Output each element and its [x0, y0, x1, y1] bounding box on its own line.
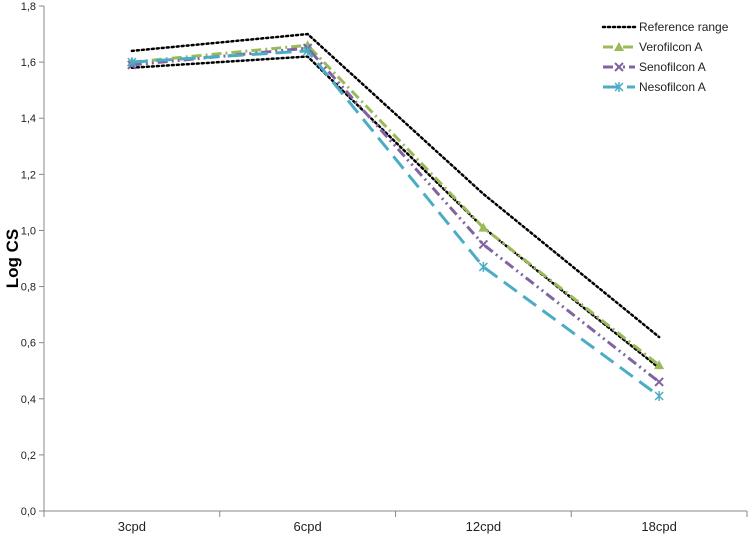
series-verofilcon-a: [126, 40, 665, 370]
plot-area: [126, 32, 665, 401]
legend: Reference range Verofilcon A Senofilcon A N…: [601, 20, 729, 94]
y-tick-label: 0,4: [21, 394, 36, 406]
reference-range-upper-line: [130, 32, 661, 339]
y-tick-label: 1,8: [21, 1, 36, 13]
x-ticks: 3cpd 6cpd 12cpd 18cpd: [43, 511, 748, 534]
x-tick-label: 12cpd: [466, 519, 501, 534]
legend-item: Senofilcon A: [603, 60, 706, 74]
data-point: [303, 45, 313, 56]
data-point: [127, 57, 137, 68]
data-point: [654, 390, 664, 401]
y-tick-label: 0,6: [21, 338, 36, 350]
data-point: [654, 360, 665, 370]
y-tick-label: 1,6: [21, 57, 36, 69]
legend-marker: [614, 82, 624, 92]
legend-label: Verofilcon A: [639, 40, 702, 54]
series-line: [131, 46, 661, 384]
data-point: [654, 377, 664, 387]
x-tick-label: 6cpd: [294, 519, 322, 534]
series-nesofilcon-a: [127, 45, 664, 401]
legend-marker: [614, 42, 624, 51]
marker-stroke: [614, 62, 624, 72]
y-tick-label: 1,4: [21, 113, 36, 125]
reference-range-lower-line: [130, 55, 661, 370]
legend-item: Verofilcon A: [603, 40, 702, 54]
legend-item: Nesofilcon A: [603, 80, 706, 94]
legend-item: Reference range: [601, 20, 729, 34]
marker-stroke: [478, 239, 489, 250]
series-line: [131, 49, 661, 398]
data-point: [478, 261, 488, 272]
y-ticks: 0,0 0,2 0,4 0,6 0,8 1,0 1,2 1,4 1,6 1,8: [21, 1, 44, 518]
series-line: [131, 43, 661, 367]
y-tick-label: 0,2: [21, 450, 36, 462]
y-tick-label: 0,8: [21, 282, 36, 294]
legend-marker: [614, 62, 624, 72]
marker-stroke: [654, 377, 664, 387]
y-axis-label: Log CS: [3, 229, 22, 289]
y-tick-label: 0,0: [21, 506, 36, 518]
series-senofilcon-a: [127, 43, 664, 387]
x-tick-label: 3cpd: [118, 519, 146, 534]
x-tick-label: 18cpd: [641, 519, 676, 534]
legend-label: Nesofilcon A: [639, 80, 706, 94]
legend-label: Reference range: [639, 20, 729, 34]
y-tick-label: 1,2: [21, 169, 36, 181]
y-tick-label: 1,0: [21, 225, 36, 237]
data-point: [478, 239, 489, 250]
data-point: [478, 222, 489, 232]
legend-label: Senofilcon A: [639, 60, 706, 74]
data-point: [302, 40, 313, 50]
